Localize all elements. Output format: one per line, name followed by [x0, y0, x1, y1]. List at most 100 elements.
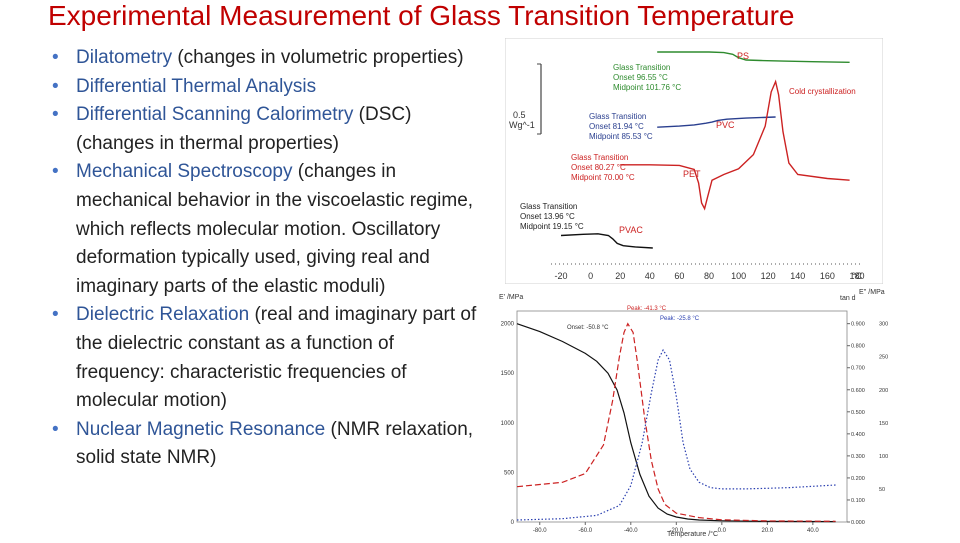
x-tick-label: 100	[731, 271, 746, 281]
y-right2-tick-label: 50	[879, 487, 885, 493]
bullet-highlight: Differential Thermal Analysis	[76, 75, 317, 97]
axis-ticks: -80.0 -60.0 -40.0 -20.0 0.0 20.0 40.0 0 500 1000 1…	[501, 322, 889, 534]
annotation-ps-title: Glass Transition	[613, 63, 670, 72]
x-axis-label: Temperature /°C	[667, 530, 718, 538]
y-right2-tick-label: 300	[879, 322, 888, 328]
dsc-chart: 0.5 Wg^-1 -20 0 20 40 60 80 100 120 140 160 180°C …	[504, 37, 884, 285]
x-tick-label: 160	[820, 271, 835, 281]
y-left-tick-label: 2000	[501, 322, 515, 328]
annotation-ps-midpoint: Midpoint 101.76 °C	[613, 83, 681, 92]
annotation-peak-tand: Peak: -25.8 °C	[660, 316, 700, 322]
bullet-dielectric-relaxation: • Dielectric Relaxation (real and imagina…	[52, 301, 482, 415]
series-label-pvc: PVC	[716, 120, 735, 130]
annotation-ps-onset: Onset 96.55 °C	[613, 73, 668, 82]
bullet-dot: •	[52, 418, 59, 440]
bullet-dilatometry: • Dilatometry (changes in volumetric prop…	[52, 44, 482, 73]
y-right1-tick-label: 0.500	[851, 410, 865, 416]
x-tick-label: -20	[554, 271, 567, 281]
annotation-pvc-onset: Onset 81.94 °C	[589, 122, 644, 131]
bullet-list: • Dilatometry (changes in volumetric prop…	[52, 44, 482, 473]
x-tick-label: 140	[790, 271, 805, 281]
bullet-text: (changes in volumetric properties)	[172, 47, 464, 68]
bullet-dot: •	[52, 47, 59, 68]
bullet-dot: •	[52, 304, 59, 326]
bullet-mechanical-spectroscopy: • Mechanical Spectroscopy (changes in mec…	[52, 158, 482, 301]
annotation-pet-onset: Onset 80.27 °C	[571, 163, 626, 172]
plot-frame	[516, 310, 848, 523]
bullet-highlight: Dielectric Relaxation	[76, 304, 250, 326]
bullet-dot: •	[52, 75, 59, 97]
x-tick-label: 20	[615, 271, 625, 281]
x-tick-label: 180	[849, 271, 864, 281]
scale-bar-label: 0.5	[513, 110, 526, 120]
dma-chart: E' /MPa E'' /MPa tan d Temperature /°C -…	[497, 286, 889, 538]
dsc-series-ps	[657, 51, 850, 63]
dma-series-tan-delta	[516, 348, 836, 521]
y-right2-tick-label: 200	[879, 388, 888, 394]
bullet-text: (NMR relaxation, solid state NMR)	[76, 418, 474, 469]
y-right1-tick-label: 0.400	[851, 432, 865, 438]
y-right1-label: E'' /MPa	[859, 289, 885, 296]
x-tick-label: 80	[704, 271, 714, 281]
x-tick-label: 40.0	[807, 528, 819, 534]
dsc-frame	[504, 37, 884, 285]
annotation-pet-midpoint: Midpoint 70.00 °C	[571, 173, 635, 182]
bullet-highlight: Mechanical Spectroscopy	[76, 161, 293, 183]
x-tick-label: -80.0	[533, 528, 547, 534]
bullet-nmr: • Nuclear Magnetic Resonance (NMR relaxat…	[52, 416, 482, 473]
slide-title: Experimental Measurement of Glass Transi…	[48, 0, 795, 31]
y-left-tick-label: 1000	[501, 421, 515, 427]
annotation-pvac-onset: Onset 13.96 °C	[520, 212, 575, 221]
y-left-label: E' /MPa	[499, 294, 523, 301]
dma-series-storage-modulus	[516, 323, 836, 523]
dsc-series-pvac	[560, 233, 653, 249]
y-left-tick-label: 500	[504, 470, 515, 476]
label-cold-crystallization: Cold crystallization	[789, 87, 856, 96]
annotation-pvac-title: Glass Transition	[520, 202, 577, 211]
annotation-peak-e2: Peak: -41.3 °C	[627, 306, 667, 312]
annotation-onset: Onset: -50.8 °C	[567, 325, 609, 331]
x-tick-label: 120	[761, 271, 776, 281]
x-tick-label: -60.0	[578, 528, 592, 534]
y-right1-tick-label: 0.600	[851, 388, 865, 394]
x-unit-label: °C	[852, 271, 863, 281]
y-left-tick-label: 0	[511, 520, 515, 526]
series-label-pet: PET	[683, 169, 701, 179]
x-tick-label: -40.0	[624, 528, 638, 534]
y-right1-tick-label: 0.800	[851, 344, 865, 350]
y-right2-tick-label: 250	[879, 355, 888, 361]
x-tick-label: -20.0	[669, 528, 683, 534]
dsc-series-pet	[620, 79, 850, 211]
dma-figure: E' /MPa E'' /MPa tan d Temperature /°C -…	[497, 286, 889, 538]
dsc-series-pvc	[657, 116, 776, 128]
y-right2-label: tan d	[840, 295, 856, 302]
bullet-highlight: Nuclear Magnetic Resonance	[76, 418, 326, 440]
y-right2-tick-label: 100	[879, 454, 888, 460]
bullet-text: (real and imaginary part of the dielectr…	[76, 304, 477, 412]
dma-curves	[516, 322, 836, 523]
annotation-pvc-midpoint: Midpoint 85.53 °C	[589, 132, 653, 141]
bullet-dta: • Differential Thermal Analysis	[52, 73, 482, 102]
y-right1-tick-label: 0.100	[851, 498, 865, 504]
y-right2-tick-label: 150	[879, 421, 888, 427]
x-tick-label: 0.0	[718, 528, 727, 534]
y-right1-tick-label: 0.700	[851, 366, 865, 372]
bullet-highlight: Differential Scanning Calorimetry	[76, 104, 354, 126]
dma-background	[497, 286, 889, 538]
bullet-dsc: • Differential Scanning Calorimetry (DSC)…	[52, 101, 482, 158]
y-right1-tick-label: 0.900	[851, 322, 865, 328]
annotation-pvac-midpoint: Midpoint 19.15 °C	[520, 222, 584, 231]
bullet-highlight: Dilatometry	[76, 47, 173, 68]
bullet-dot: •	[52, 104, 59, 126]
x-tick-label: 0	[588, 271, 593, 281]
y-right1-tick-label: 0.300	[851, 454, 865, 460]
series-label-ps: PS	[737, 51, 749, 61]
annotation-pvc-title: Glass Transition	[589, 112, 646, 121]
x-axis-ticks: -20 0 20 40 60 80 100 120 140 160 180°C	[554, 271, 864, 281]
y-axis-label: Wg^-1	[509, 120, 535, 130]
bullet-text: (DSC) (changes in thermal properties)	[76, 104, 412, 154]
x-tick-label: 20.0	[762, 528, 774, 534]
dsc-figure: 0.5 Wg^-1 -20 0 20 40 60 80 100 120 140 160 180 °C …	[504, 37, 884, 285]
y-right1-tick-label: 0.200	[851, 476, 865, 482]
annotation-pet-title: Glass Transition	[571, 153, 628, 162]
